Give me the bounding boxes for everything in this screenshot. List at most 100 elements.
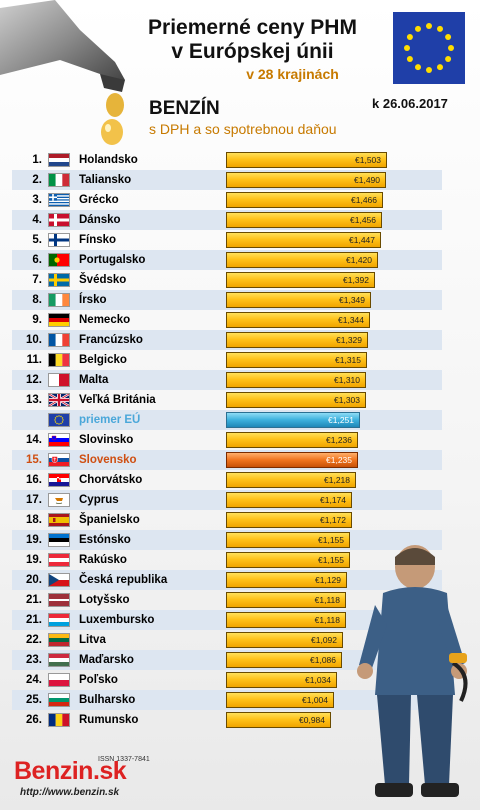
- table-row: 20. Česká republika €1,129: [12, 570, 442, 590]
- nl-flag-icon: [48, 153, 70, 167]
- rank-label: 19.: [26, 534, 42, 546]
- price-bar: €1,344: [226, 312, 370, 328]
- price-bar: €1,129: [226, 572, 347, 588]
- country-label: Cyprus: [79, 494, 119, 506]
- title-line-2: v Európskej únii: [171, 40, 334, 63]
- rank-label: 7.: [32, 274, 42, 286]
- rank-label: 5.: [32, 234, 42, 246]
- ee-flag-icon: [48, 533, 70, 547]
- table-row: 24. Poľsko €1,034: [12, 670, 442, 690]
- cz-flag-icon: [48, 573, 70, 587]
- price-value-label: €1,466: [351, 195, 377, 205]
- table-row: 22. Litva €1,092: [12, 630, 442, 650]
- rank-label: 6.: [32, 254, 42, 266]
- title-line-3: v 28 krajinách: [246, 66, 339, 82]
- table-row: 16. Chorvátsko €1,218: [12, 470, 442, 490]
- it-flag-icon: [48, 173, 70, 187]
- country-label: Fínsko: [79, 234, 117, 246]
- table-row: 23. Maďarsko €1,086: [12, 650, 442, 670]
- price-value-label: €0,984: [299, 715, 325, 725]
- table-row: 2. Taliansko €1,490: [12, 170, 442, 190]
- price-bar: €1,118: [226, 592, 346, 608]
- price-bar: €1,392: [226, 272, 375, 288]
- country-label: Slovensko: [79, 454, 137, 466]
- table-row: 14. Slovinsko €1,236: [12, 430, 442, 450]
- price-value-label: €1,236: [326, 435, 352, 445]
- price-bar: €1,236: [226, 432, 358, 448]
- price-bar: €1,349: [226, 292, 371, 308]
- table-row: 21. Lotyšsko €1,118: [12, 590, 442, 610]
- price-bar: €1,466: [226, 192, 383, 208]
- price-value-label: €1,303: [334, 395, 360, 405]
- rank-label: 12.: [26, 374, 42, 386]
- gb-flag-icon: [48, 393, 70, 407]
- hr-flag-icon: [48, 473, 70, 487]
- rank-label: 16.: [26, 474, 42, 486]
- price-value-label: €1,155: [318, 535, 344, 545]
- price-value-label: €1,155: [318, 555, 344, 565]
- price-value-label: €1,235: [326, 455, 352, 465]
- hu-flag-icon: [48, 653, 70, 667]
- fuel-nozzle-icon: [0, 0, 125, 145]
- price-bar: €1,092: [226, 632, 343, 648]
- table-row: 9. Nemecko €1,344: [12, 310, 442, 330]
- price-bar: €1,118: [226, 612, 346, 628]
- rank-label: 4.: [32, 214, 42, 226]
- country-label: Maďarsko: [79, 654, 134, 666]
- country-label: Belgicko: [79, 354, 127, 366]
- fuel-subheading: s DPH a so spotrebnou daňou: [149, 121, 337, 137]
- rank-label: 11.: [26, 354, 42, 366]
- price-value-label: €1,034: [305, 675, 331, 685]
- price-value-label: €1,118: [314, 595, 340, 605]
- table-row: 18. Španielsko €1,172: [12, 510, 442, 530]
- price-value-label: €1,118: [314, 615, 340, 625]
- price-value-label: €1,218: [324, 475, 350, 485]
- price-bar: €1,174: [226, 492, 352, 508]
- rank-label: 9.: [32, 314, 42, 326]
- country-label: Portugalsko: [79, 254, 146, 266]
- country-label: Rakúsko: [79, 554, 127, 566]
- lt-flag-icon: [48, 633, 70, 647]
- sk-flag-icon: [48, 453, 70, 467]
- rank-label: 22.: [26, 634, 42, 646]
- bg-flag-icon: [48, 693, 70, 707]
- be-flag-icon: [48, 353, 70, 367]
- price-bar: €1,447: [226, 232, 381, 248]
- country-label: Dánsko: [79, 214, 121, 226]
- price-value-label: €1,329: [336, 335, 362, 345]
- country-label: Grécko: [79, 194, 119, 206]
- country-label: Švédsko: [79, 274, 127, 286]
- table-row: 5. Fínsko €1,447: [12, 230, 442, 250]
- country-label: Bulharsko: [79, 694, 136, 706]
- rank-label: 18.: [26, 514, 42, 526]
- price-value-label: €1,420: [346, 255, 372, 265]
- gr-flag-icon: [48, 193, 70, 207]
- price-value-label: €1,092: [311, 635, 337, 645]
- country-label: Slovinsko: [79, 434, 134, 446]
- price-bar: €1,503: [226, 152, 387, 168]
- se-flag-icon: [48, 273, 70, 287]
- price-value-label: €1,344: [338, 315, 364, 325]
- table-row: 25. Bulharsko €1,004: [12, 690, 442, 710]
- table-row: 8. Írsko €1,349: [12, 290, 442, 310]
- country-label: Poľsko: [79, 674, 118, 686]
- lv-flag-icon: [48, 593, 70, 607]
- price-bar: €1,155: [226, 552, 350, 568]
- si-flag-icon: [48, 433, 70, 447]
- price-bar: €1,490: [226, 172, 386, 188]
- country-label: Francúzsko: [79, 334, 143, 346]
- price-bar: €1,456: [226, 212, 382, 228]
- price-value-label: €1,174: [320, 495, 346, 505]
- eu-flag-icon: [393, 12, 465, 84]
- price-bar: €1,034: [226, 672, 337, 688]
- table-row: 1. Holandsko €1,503: [12, 150, 442, 170]
- price-value-label: €1,004: [302, 695, 328, 705]
- table-row: 12. Malta €1,310: [12, 370, 442, 390]
- dk-flag-icon: [48, 213, 70, 227]
- country-label: Veľká Británia: [79, 394, 156, 406]
- table-row: 26. Rumunsko €0,984: [12, 710, 442, 730]
- table-row: 19. Estónsko €1,155: [12, 530, 442, 550]
- fi-flag-icon: [48, 233, 70, 247]
- table-row: 19. Rakúsko €1,155: [12, 550, 442, 570]
- price-bar: €1,218: [226, 472, 356, 488]
